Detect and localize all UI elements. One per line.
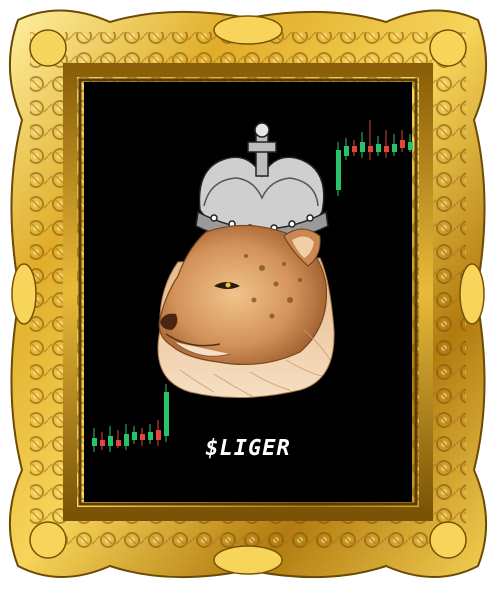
candlestick-decoration xyxy=(92,120,413,452)
candle-body-17 xyxy=(392,144,397,152)
candle-body-13 xyxy=(360,142,365,152)
candle-body-3 xyxy=(116,440,121,446)
candle-body-6 xyxy=(140,434,145,440)
candle-body-18 xyxy=(400,140,405,148)
candle-body-10 xyxy=(336,150,341,190)
candle-body-9 xyxy=(164,392,169,436)
caption-liger: $LIGER xyxy=(205,436,291,461)
candle-body-14 xyxy=(368,146,373,152)
candle-body-2 xyxy=(108,436,113,446)
candle-body-8 xyxy=(156,430,161,440)
candle-body-15 xyxy=(376,144,381,152)
candle-body-1 xyxy=(100,440,105,446)
candle-body-12 xyxy=(352,146,357,152)
candle-body-11 xyxy=(344,146,349,156)
candle-body-7 xyxy=(148,432,153,440)
liger-head xyxy=(157,224,335,399)
candle-body-16 xyxy=(384,146,389,152)
candle-body-4 xyxy=(124,434,129,446)
candle-body-5 xyxy=(132,432,137,440)
candle-body-0 xyxy=(92,438,97,446)
candle-body-19 xyxy=(408,142,413,150)
